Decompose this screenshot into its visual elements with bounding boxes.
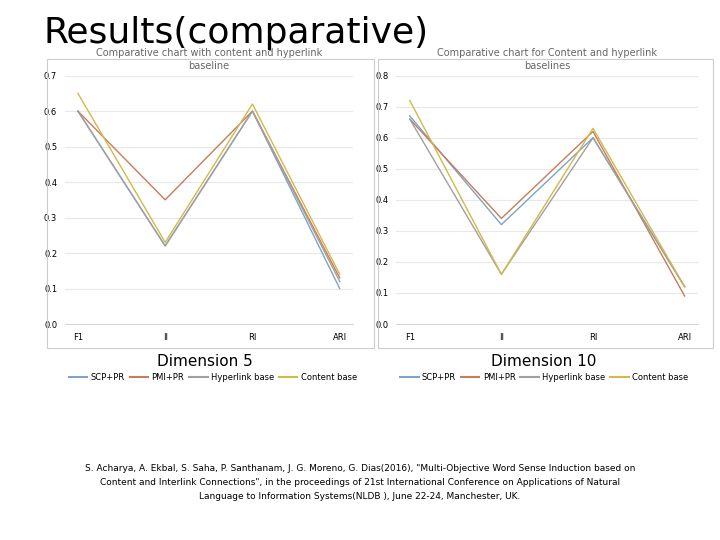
Title: Comparative chart for Content and hyperlink
baselines: Comparative chart for Content and hyperl… <box>437 48 657 71</box>
Text: Dimension 5: Dimension 5 <box>158 354 253 369</box>
Text: S. Acharya, A. Ekbal, S. Saha, P. Santhanam, J. G. Moreno, G. Dias(2016), "Multi: S. Acharya, A. Ekbal, S. Saha, P. Santha… <box>85 464 635 501</box>
Title: Comparative chart with content and hyperlink
baseline: Comparative chart with content and hyper… <box>96 48 322 71</box>
Text: Dimension 10: Dimension 10 <box>491 354 596 369</box>
Legend: SCP+PR, PMI+PR, Hyperlink base, Content base: SCP+PR, PMI+PR, Hyperlink base, Content … <box>69 373 357 382</box>
Text: Results(comparative): Results(comparative) <box>43 16 428 50</box>
Legend: SCP+PR, PMI+PR, Hyperlink base, Content base: SCP+PR, PMI+PR, Hyperlink base, Content … <box>400 373 688 382</box>
